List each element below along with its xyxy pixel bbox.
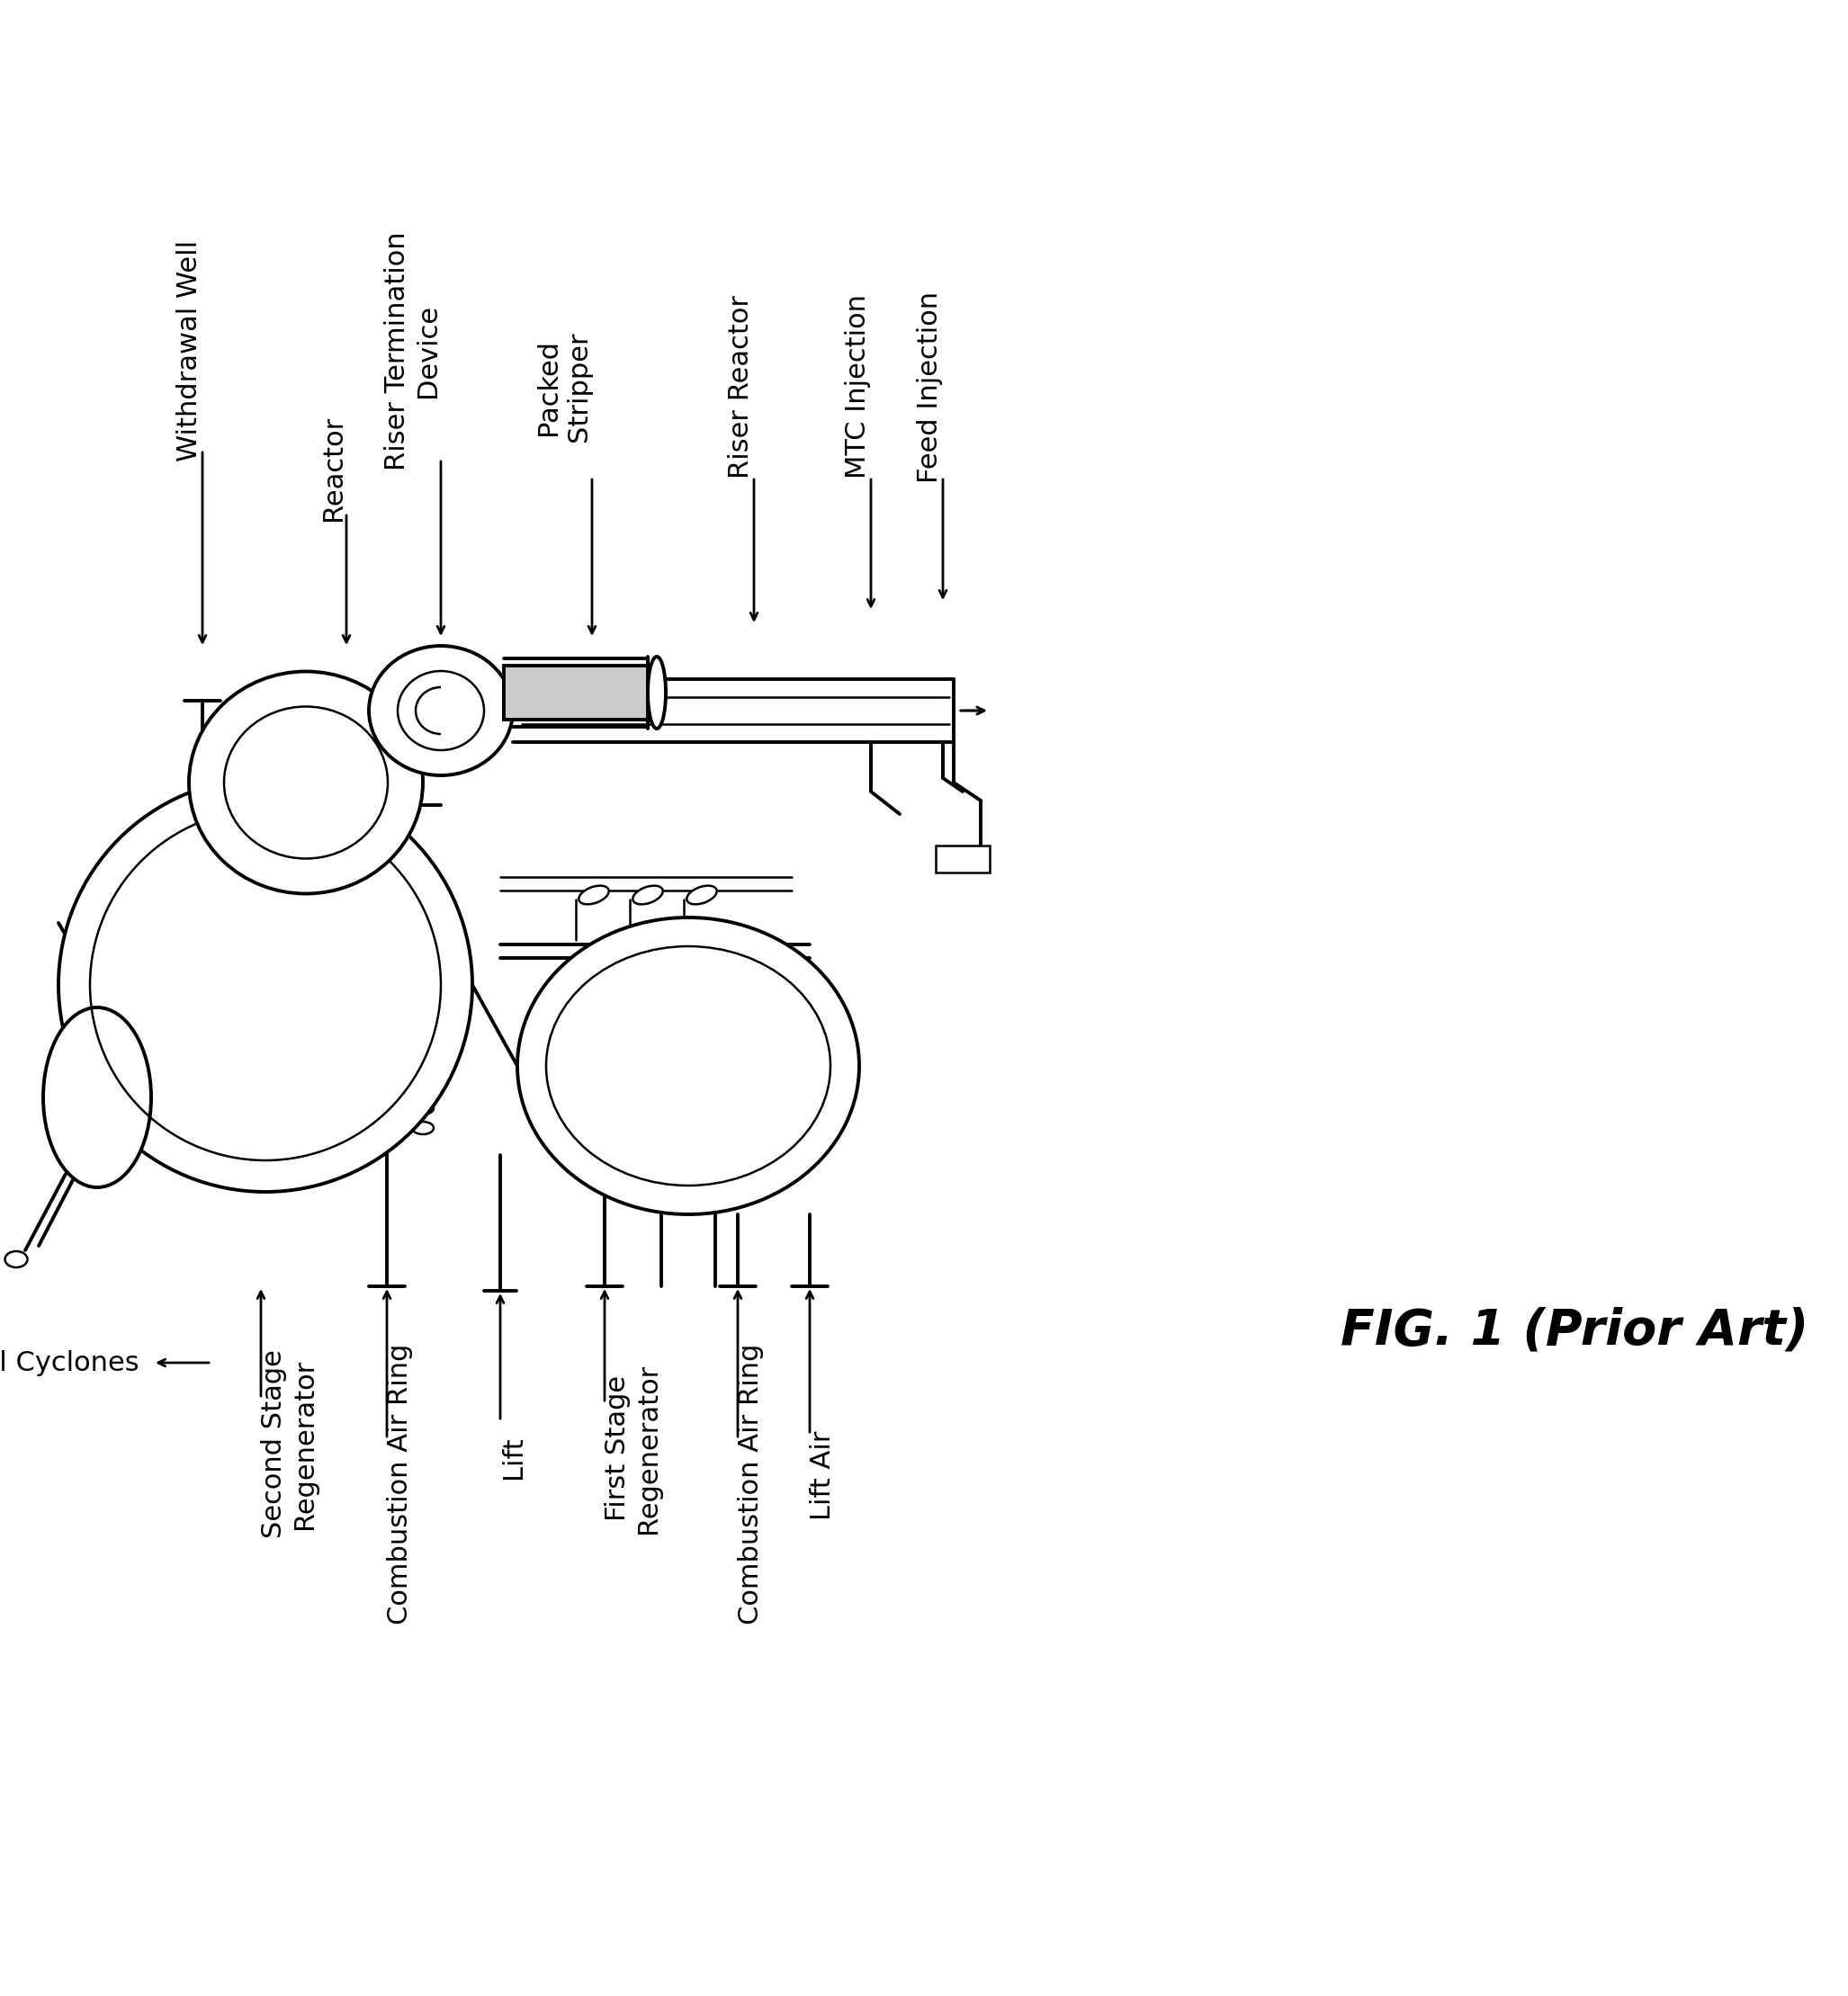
Text: Combustion Air Ring: Combustion Air Ring	[386, 1343, 412, 1625]
Ellipse shape	[649, 657, 665, 729]
Ellipse shape	[43, 1008, 152, 1188]
Text: Second Stage
Regenerator: Second Stage Regenerator	[261, 1349, 318, 1539]
Text: FIG. 1 (Prior Art): FIG. 1 (Prior Art)	[1340, 1307, 1809, 1355]
Text: MTC Injection: MTC Injection	[845, 295, 870, 479]
Ellipse shape	[188, 671, 423, 894]
Text: Packed
Stripper: Packed Stripper	[536, 331, 591, 441]
Ellipse shape	[578, 886, 608, 904]
Ellipse shape	[687, 886, 717, 904]
Ellipse shape	[632, 886, 663, 904]
Ellipse shape	[517, 918, 859, 1214]
Text: Lift Air: Lift Air	[809, 1431, 835, 1519]
Text: Riser Termination
Device: Riser Termination Device	[384, 232, 442, 471]
Text: Withdrawal Well: Withdrawal Well	[176, 240, 203, 461]
Text: Combustion Air Ring: Combustion Air Ring	[737, 1343, 763, 1625]
Bar	[505, 665, 649, 721]
Text: Riser Reactor: Riser Reactor	[728, 295, 754, 479]
Text: Reactor: Reactor	[320, 415, 346, 521]
Text: Feed Injection: Feed Injection	[917, 291, 942, 483]
Ellipse shape	[205, 1084, 222, 1110]
Ellipse shape	[6, 1251, 28, 1267]
Text: First Stage
Regenerator: First Stage Regenerator	[604, 1363, 662, 1533]
Ellipse shape	[59, 778, 473, 1192]
Text: External Cyclones: External Cyclones	[0, 1349, 139, 1375]
Bar	[935, 846, 991, 872]
Text: Lift: Lift	[501, 1435, 527, 1479]
Ellipse shape	[370, 647, 514, 774]
